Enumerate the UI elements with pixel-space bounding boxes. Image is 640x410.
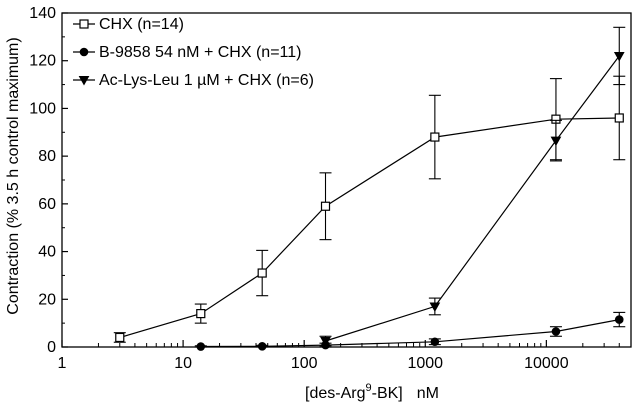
x-axis-title-unit: nM — [417, 385, 439, 402]
legend-item-3: Ac-Lys-Leu 1 µM + CHX (n=6) — [73, 72, 314, 89]
data-point — [115, 332, 125, 343]
data-point — [429, 302, 441, 312]
legend-label: Ac-Lys-Leu 1 µM + CHX (n=6) — [99, 72, 314, 89]
series-2 — [194, 311, 626, 351]
legend-marker — [79, 19, 89, 29]
data-point — [430, 337, 440, 347]
axes — [61, 12, 632, 348]
x-tick-label: 1 — [58, 355, 67, 372]
legend-item-2: B-9858 54 nM + CHX (n=11) — [73, 44, 301, 61]
x-tick-label: 10000 — [524, 355, 569, 372]
y-tick-label: 20 — [38, 291, 56, 308]
y-axis-title: Contraction (% 3.5 h control maximum) — [5, 37, 22, 314]
legend-label: B-9858 54 nM + CHX (n=11) — [99, 44, 301, 61]
legend-marker — [78, 76, 90, 86]
legend-label: CHX (n=14) — [99, 16, 184, 33]
series-layer — [113, 26, 626, 351]
data-point — [257, 268, 267, 278]
legend: CHX (n=14) B-9858 54 nM + CHX (n=11) Ac-Ly… — [73, 16, 314, 89]
series-1 — [113, 75, 626, 343]
x-tick-label: 100 — [291, 355, 318, 372]
data-point — [550, 136, 562, 147]
y-tick-label: 40 — [38, 244, 56, 261]
x-axis-title-pre: [des-Arg — [305, 385, 365, 402]
data-point — [613, 51, 625, 62]
y-tick-label: 140 — [29, 5, 56, 22]
data-point — [196, 342, 206, 351]
plot-frame — [61, 12, 632, 348]
x-axis-title-post: -BK] — [372, 385, 403, 402]
series-line — [119, 117, 620, 339]
y-tick-label: 80 — [38, 148, 56, 165]
data-point — [257, 341, 267, 351]
data-point — [320, 337, 331, 347]
series-line — [200, 319, 620, 348]
y-tick-label: 120 — [29, 53, 56, 70]
x-tick-label: 1000 — [407, 355, 443, 372]
legend-item-1: CHX (n=14) — [73, 16, 184, 33]
series-3 — [319, 26, 626, 347]
series-line — [325, 55, 620, 342]
legend-marker — [79, 47, 89, 57]
x-axis-title: [des-Arg9-BK] nM — [305, 382, 439, 402]
data-point — [614, 113, 624, 123]
data-point — [320, 201, 331, 211]
y-tick-label: 0 — [47, 339, 56, 356]
y-tick-label: 60 — [38, 196, 56, 213]
y-tick-label: 100 — [29, 100, 56, 117]
x-tick-label: 10 — [174, 355, 192, 372]
data-point — [196, 309, 206, 319]
data-point — [551, 327, 561, 336]
data-point — [614, 315, 624, 324]
data-point — [430, 132, 440, 142]
ticks: 0 20 40 60 80 100 120 140 1 10 100 1000 10000 — [29, 5, 632, 372]
x-axis-title-sup: 9 — [365, 382, 371, 394]
